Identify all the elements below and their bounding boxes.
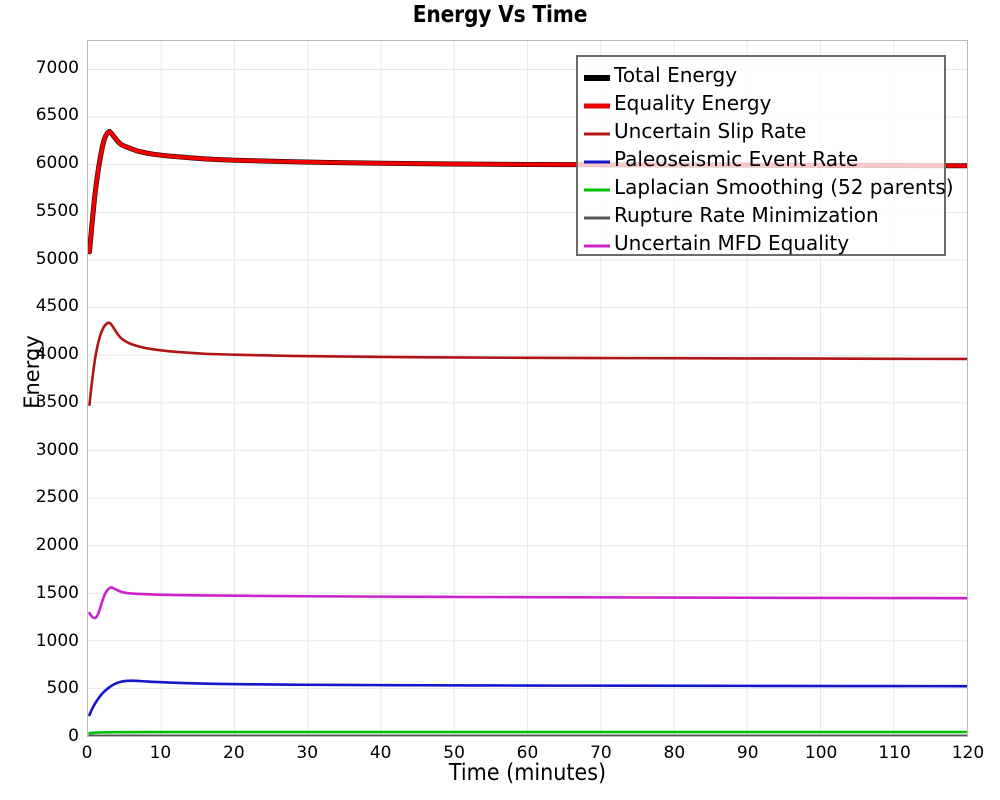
legend-item[interactable]: Uncertain MFD Equality — [584, 229, 944, 257]
x-tick-label: 70 — [590, 743, 612, 763]
y-tick-label: 0 — [68, 726, 79, 746]
series-lines — [88, 41, 967, 736]
legend-item[interactable]: Laplacian Smoothing (52 parents) — [584, 173, 954, 201]
y-tick-label: 1500 — [35, 582, 79, 603]
line-swatch-blue-icon — [584, 150, 610, 169]
legend-item-label: Equality Energy — [614, 91, 772, 115]
x-tick-label: 50 — [443, 743, 465, 763]
x-tick-label: 90 — [736, 743, 759, 763]
y-tick-label: 6000 — [35, 153, 79, 174]
x-tick-label: 40 — [369, 743, 392, 763]
series-line-uncertain-mfd-equality — [89, 587, 967, 618]
y-tick-label: 5500 — [35, 200, 79, 221]
x-tick-label: 120 — [951, 743, 985, 763]
y-tick-label: 2000 — [35, 535, 79, 556]
legend-item[interactable]: Rupture Rate Minimization — [584, 201, 944, 229]
legend-item-label: Uncertain MFD Equality — [614, 231, 850, 255]
y-tick-label: 500 — [46, 678, 79, 699]
legend-item-label: Laplacian Smoothing (52 parents) — [614, 175, 954, 199]
line-swatch-magenta-icon — [584, 234, 610, 253]
line-swatch-black-icon — [584, 66, 610, 85]
series-line-paleoseismic-event-rate — [89, 681, 967, 715]
y-axis-title: Energy — [20, 335, 44, 409]
x-axis-title: Time (minutes) — [448, 760, 607, 786]
legend-item-label: Total Energy — [614, 63, 738, 87]
y-tick-label: 3000 — [35, 439, 79, 460]
series-line-laplacian-smoothing-52-parents — [89, 732, 967, 733]
y-tick-label: 4000 — [35, 344, 79, 365]
x-tick-label: 30 — [296, 743, 319, 763]
series-line-uncertain-slip-rate — [89, 323, 967, 405]
legend-item-label: Paleoseismic Event Rate — [614, 147, 859, 171]
y-tick-label: 2500 — [35, 487, 79, 508]
y-tick-label: 5000 — [35, 248, 79, 269]
x-tick-label: 100 — [804, 743, 838, 763]
page-title: Energy Vs Time — [412, 2, 588, 28]
x-tick-label: 10 — [149, 743, 172, 763]
line-swatch-green-icon — [584, 178, 610, 197]
legend-item-label: Uncertain Slip Rate — [614, 119, 807, 143]
x-tick-label: 80 — [663, 743, 686, 763]
legend-item[interactable]: Equality Energy — [584, 89, 944, 117]
x-tick-label: 20 — [223, 743, 245, 763]
line-swatch-red-icon — [584, 94, 610, 113]
y-tick-label: 4500 — [35, 296, 79, 317]
line-swatch-darkred-icon — [584, 122, 610, 141]
legend[interactable]: Total Energy Equality Energy Uncertain Sli… — [576, 55, 954, 257]
x-tick-label: 60 — [516, 743, 539, 763]
legend-item[interactable]: Total Energy — [584, 61, 944, 89]
y-tick-label: 3500 — [35, 391, 79, 412]
y-tick-label: 6500 — [35, 105, 79, 126]
legend-item[interactable]: Uncertain Slip Rate — [584, 117, 944, 145]
legend-item[interactable]: Paleoseismic Event Rate — [584, 145, 944, 173]
legend-item-label: Rupture Rate Minimization — [614, 203, 879, 227]
x-tick-label: 0 — [81, 743, 93, 763]
x-tick-label: 110 — [878, 743, 911, 763]
y-tick-label: 1000 — [35, 630, 79, 651]
y-tick-label: 7000 — [35, 57, 79, 78]
line-swatch-gray-icon — [584, 206, 610, 225]
